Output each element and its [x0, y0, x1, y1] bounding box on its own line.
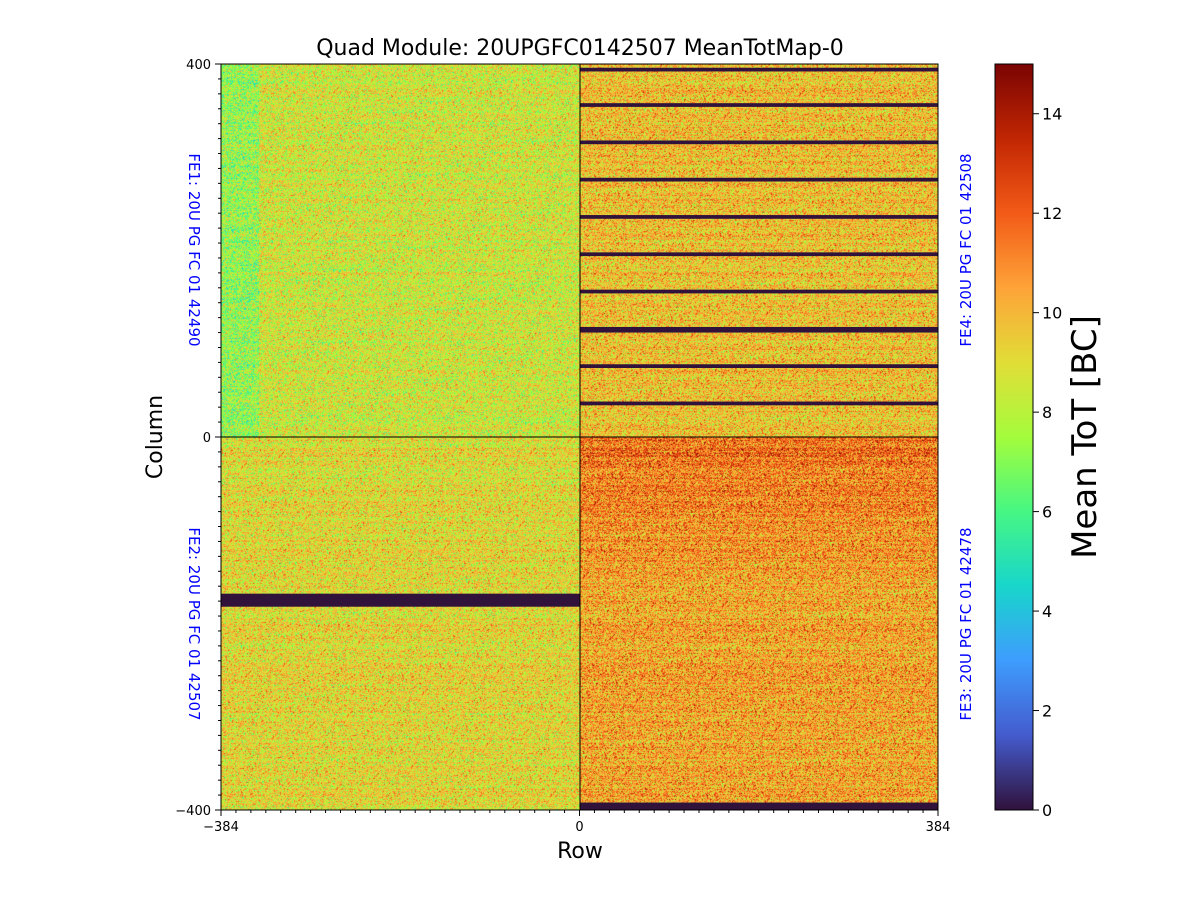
fe4-dead-band-5: [579, 252, 938, 257]
fe4-dead-band-0: [579, 67, 938, 72]
x-axis: −384 0 384: [203, 810, 950, 835]
y-tick-label: 0: [203, 431, 211, 446]
y-tick-label: 400: [186, 58, 211, 73]
colorbar-gradient: [995, 64, 1033, 810]
fe4-dead-band-8: [579, 364, 938, 368]
heatmap-plot: [220, 63, 939, 811]
dead-band-layer: [221, 67, 938, 810]
fe4-dead-band-3: [579, 177, 938, 182]
chart-title: Quad Module: 20UPGFC0142507 MeanTotMap-0: [316, 36, 844, 61]
colorbar: 0 2 4 6 8 10 12 14 Mean ToT [BC]: [994, 63, 1105, 820]
fe4-dead-band-1: [579, 103, 938, 107]
fe4-dead-band-6: [579, 289, 938, 294]
colorbar-tick-label: 8: [1042, 403, 1052, 422]
colorbar-tick-label: 14: [1042, 105, 1062, 124]
x-tick-label: 0: [575, 820, 583, 835]
x-axis-label: Row: [557, 839, 603, 864]
fe3-label: FE3: 20U PG FC 01 42478: [957, 527, 975, 720]
fe3-dead-band-0: [579, 802, 938, 810]
colorbar-tick-label: 10: [1042, 304, 1062, 323]
x-tick-label: −384: [203, 820, 239, 835]
fe4-dead-band-2: [579, 140, 938, 145]
fe2-dead-band-0: [221, 593, 580, 607]
colorbar-tick-label: 6: [1042, 503, 1052, 522]
colorbar-ticks: 0 2 4 6 8 10 12 14: [1033, 105, 1062, 820]
colorbar-tick-label: 0: [1042, 801, 1052, 820]
colorbar-tick-label: 12: [1042, 204, 1062, 223]
y-tick-label: −400: [175, 804, 211, 819]
fe2-label: FE2: 20U PG FC 01 42507: [185, 527, 203, 720]
colorbar-label: Mean ToT [BC]: [1065, 315, 1105, 559]
fe4-label: FE4: 20U PG FC 01 42508: [957, 153, 975, 346]
colorbar-tick-label: 4: [1042, 602, 1052, 621]
fe1-label: FE1: 20U PG FC 01 42490: [185, 153, 203, 346]
fe4-dead-band-9: [579, 401, 938, 406]
y-axis: 400 0 −400: [175, 58, 221, 819]
fe4-dead-band-7: [579, 326, 938, 333]
fe4-dead-band-4: [579, 215, 938, 219]
y-axis-label: Column: [143, 395, 168, 479]
x-tick-label: 384: [926, 820, 951, 835]
colorbar-frame: [994, 63, 1034, 811]
colorbar-tick-label: 2: [1042, 702, 1052, 721]
